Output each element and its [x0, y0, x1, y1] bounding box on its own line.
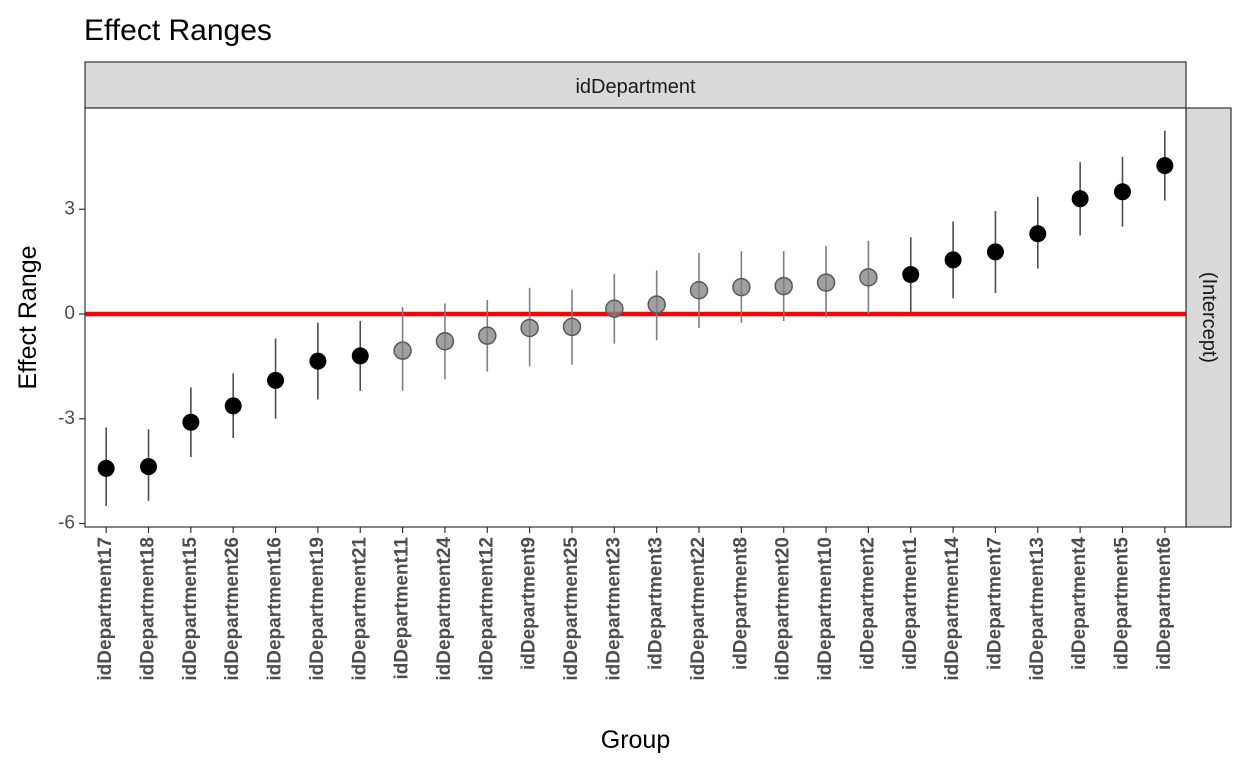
estimate-point	[986, 243, 1004, 261]
y-tick-label: 0	[64, 303, 75, 324]
x-tick-label: idDepartment19	[307, 537, 328, 681]
estimate-point	[816, 273, 836, 292]
estimate-point	[309, 352, 327, 370]
x-tick-label: idDepartment22	[688, 537, 709, 681]
estimate-point	[1071, 190, 1089, 208]
x-tick-label: idDepartment21	[349, 537, 370, 681]
x-tick-label: idDepartment12	[476, 537, 497, 681]
y-tick-label: -6	[58, 513, 75, 534]
estimate-point	[944, 251, 962, 269]
estimate-point	[393, 341, 412, 360]
x-tick-label: idDepartment13	[1027, 537, 1048, 681]
plot-panel	[84, 107, 1187, 528]
estimate-point	[732, 277, 751, 297]
facet-strip-top	[84, 61, 1187, 109]
estimate-point	[182, 413, 200, 431]
estimate-point	[351, 347, 369, 365]
estimate-point	[435, 331, 455, 351]
x-tick-label: idDepartment5	[1111, 537, 1132, 670]
estimate-point	[774, 276, 793, 296]
estimate-point	[224, 397, 242, 415]
estimate-point	[605, 299, 624, 319]
facet-strip-top-label: idDepartment	[575, 76, 696, 98]
estimate-point	[859, 268, 878, 287]
x-tick-label: idDepartment20	[773, 537, 794, 681]
estimate-point	[267, 371, 285, 389]
estimate-point	[902, 266, 920, 284]
x-tick-label: idDepartment11	[392, 537, 413, 680]
x-tick-label: idDepartment24	[434, 537, 455, 681]
x-tick-label: idDepartment14	[942, 537, 963, 681]
x-tick-label: idDepartment23	[603, 537, 624, 681]
chart-title: Effect Ranges	[84, 14, 272, 47]
estimate-point	[689, 281, 709, 300]
x-tick-label: idDepartment3	[646, 537, 667, 670]
x-axis-title: Group	[601, 726, 670, 754]
x-tick-label: idDepartment2	[857, 537, 878, 670]
estimate-point	[140, 458, 158, 476]
estimate-point	[97, 459, 115, 477]
estimate-point	[520, 318, 539, 338]
x-tick-label: idDepartment9	[519, 537, 540, 670]
x-tick-label: idDepartment1	[900, 537, 921, 670]
y-tick-label: 3	[64, 198, 75, 219]
x-tick-label: idDepartment6	[1154, 537, 1175, 670]
x-tick-label: idDepartment26	[222, 537, 243, 681]
x-tick-label: idDepartment25	[561, 537, 582, 681]
x-tick-label: idDepartment15	[180, 537, 201, 681]
y-tick-label: -3	[58, 408, 75, 429]
x-tick-label: idDepartment7	[984, 537, 1005, 670]
x-axis: idDepartment17 idDepartment18 idDepartment…	[95, 527, 1175, 681]
x-tick-label: idDepartment18	[138, 537, 159, 681]
facet-strip-right-label: (Intercept)	[1198, 272, 1220, 363]
estimate-point	[1156, 157, 1174, 175]
x-tick-label: idDepartment8	[730, 537, 751, 670]
y-axis-title: Effect Range	[14, 245, 42, 389]
x-tick-label: idDepartment4	[1069, 537, 1090, 670]
x-tick-label: idDepartment10	[815, 537, 836, 681]
data-marks-layer	[97, 130, 1174, 507]
y-axis: -6 -3 0 3	[58, 198, 85, 534]
estimate-point	[562, 317, 582, 337]
estimate-point	[1113, 183, 1131, 201]
x-tick-label: idDepartment16	[265, 537, 286, 681]
estimate-point	[647, 295, 666, 314]
estimate-point	[1029, 225, 1047, 243]
x-tick-label: idDepartment17	[95, 537, 116, 681]
estimate-point	[478, 326, 497, 345]
facet-strip-right	[1185, 107, 1232, 528]
